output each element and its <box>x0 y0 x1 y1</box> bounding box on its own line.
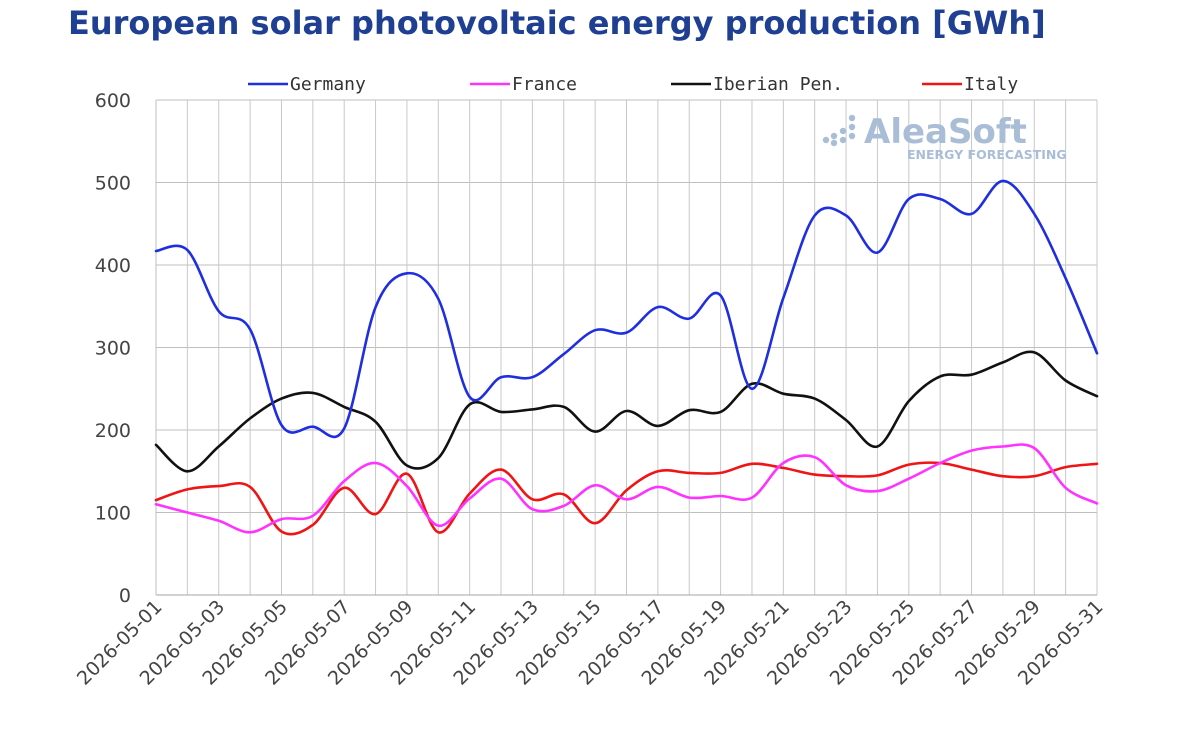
y-tick-label: 300 <box>95 338 131 360</box>
legend-label-france: France <box>512 74 577 95</box>
legend-label-italy: Italy <box>964 74 1018 95</box>
y-tick-label: 500 <box>95 173 131 195</box>
legend-label-iberian-pen: Iberian Pen. <box>713 74 843 95</box>
y-tick-label: 400 <box>95 255 131 277</box>
y-tick-label: 600 <box>95 90 131 112</box>
legend: Germany France Iberian Pen. Italy <box>248 74 1018 95</box>
watermark-subtitle: ENERGY FORECASTING <box>907 147 1067 162</box>
logo-dots-icon <box>822 114 856 147</box>
grid <box>156 99 1098 595</box>
series-line-france <box>154 443 1099 534</box>
series-lines <box>154 179 1099 536</box>
series-line-iberian-pen <box>154 350 1099 473</box>
y-tick-label: 200 <box>95 420 131 442</box>
series-line-germany <box>154 179 1099 439</box>
legend-label-germany: Germany <box>290 74 366 95</box>
chart-title: European solar photovoltaic energy produ… <box>68 4 1046 42</box>
watermark-logo: AleaSoft ENERGY FORECASTING <box>822 112 1067 162</box>
axes: 01002003004005006002026-05-012026-05-032… <box>73 90 1108 690</box>
y-tick-label: 100 <box>95 503 131 525</box>
y-tick-label: 0 <box>119 585 131 607</box>
watermark-brand: AleaSoft <box>864 112 1027 152</box>
